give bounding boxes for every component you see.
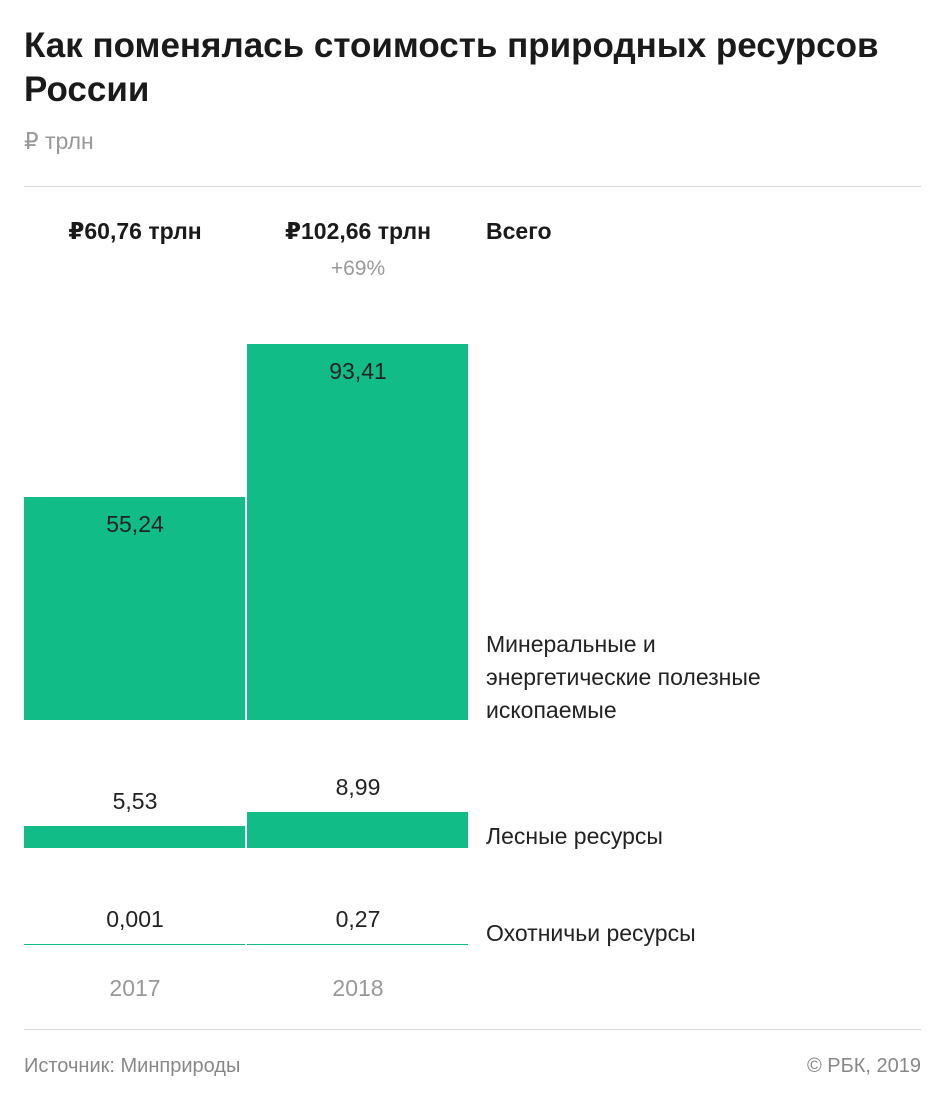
series-label-forest: Лесные ресурсы [486, 823, 663, 849]
series-label-hunting: Охотничьи ресурсы [486, 920, 696, 946]
total-2017: ₽60,76 трлн [68, 218, 202, 244]
top-divider [24, 186, 921, 187]
change-percent: +69% [330, 257, 386, 280]
data-label-forest-2018: 8,99 [335, 773, 381, 800]
bar-forest-2017 [24, 825, 245, 848]
bottom-divider [24, 1029, 921, 1030]
series-label-minerals: Минеральные и энергетические полезные ис… [486, 631, 761, 723]
data-label-minerals-2017: 55,24 [106, 511, 164, 538]
chart-subtitle: ₽ трлн [24, 128, 94, 154]
copyright: © РБК, 2019 [806, 1055, 921, 1077]
total-label: Всего [486, 218, 552, 244]
data-label-hunting-2017: 0,001 [106, 905, 164, 932]
bar-minerals-2018 [247, 343, 468, 720]
source-note: Источник: Минприроды [24, 1055, 241, 1077]
total-2018: ₽102,66 трлн [285, 218, 431, 244]
data-label-forest-2017: 5,53 [112, 787, 158, 814]
x-tick-2017: 2017 [109, 975, 161, 1001]
data-label-minerals-2018: 93,41 [329, 357, 387, 384]
bar-hunting-2018 [247, 943, 468, 945]
chart-title: Как поменялась стоимость природных ресур… [24, 26, 879, 109]
x-tick-2018: 2018 [332, 975, 384, 1001]
bar-minerals-2017 [24, 497, 245, 720]
bar-hunting-2017 [24, 943, 245, 945]
bar-forest-2018 [247, 811, 468, 848]
data-label-hunting-2018: 0,27 [335, 905, 381, 932]
